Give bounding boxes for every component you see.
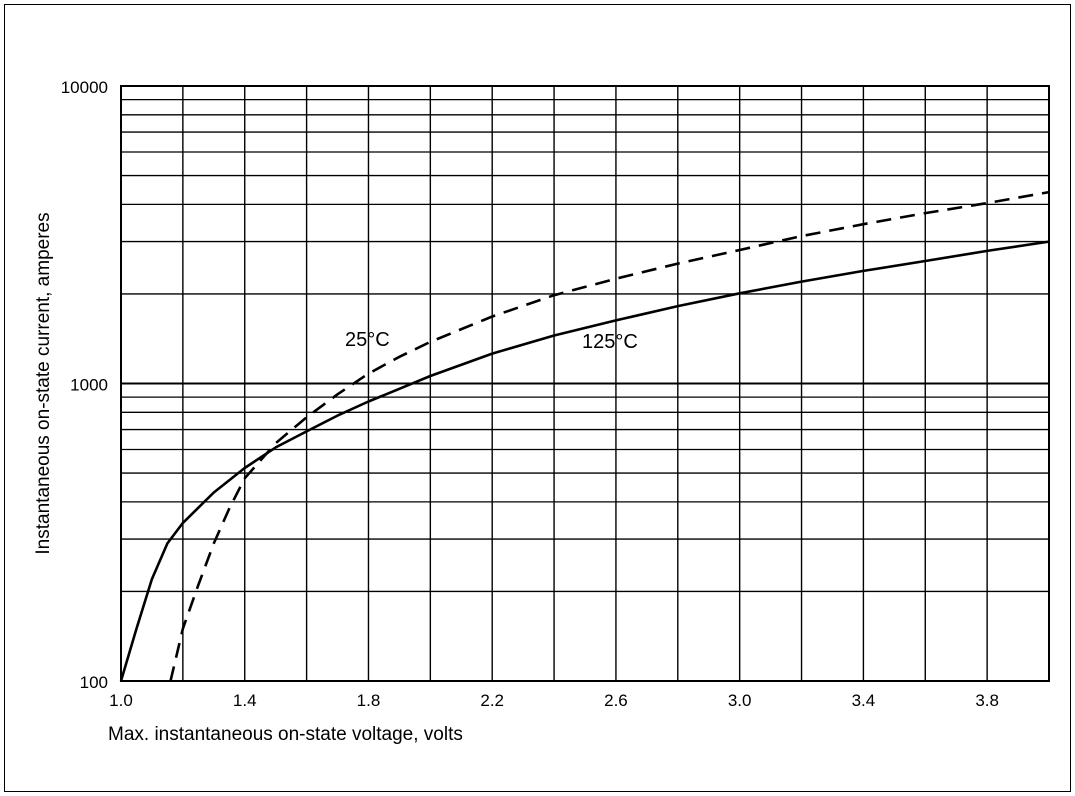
x-tick-label: 3.4 bbox=[852, 691, 876, 710]
x-axis-label: Max. instantaneous on-state voltage, vol… bbox=[108, 724, 463, 745]
series-layer bbox=[121, 192, 1049, 681]
tick-labels: 1.0 1.4 1.8 2.2 2.6 3.0 3.4 3.8 100 1000 10000 bbox=[61, 78, 999, 710]
x-tick-label: 3.8 bbox=[975, 691, 999, 710]
x-tick-label: 1.4 bbox=[233, 691, 257, 710]
y-tick-label: 100 bbox=[80, 673, 108, 692]
x-tick-label: 1.0 bbox=[109, 691, 133, 710]
y-tick-label: 10000 bbox=[61, 78, 108, 97]
x-tick-label: 2.6 bbox=[604, 691, 628, 710]
x-tick-label: 3.0 bbox=[728, 691, 752, 710]
series-line-25c bbox=[171, 192, 1050, 681]
x-tick-label: 2.2 bbox=[480, 691, 504, 710]
series-line-125c bbox=[121, 242, 1049, 681]
y-axis-label: Instantaneous on-state current, amperes bbox=[33, 212, 54, 554]
x-tick-label: 1.8 bbox=[357, 691, 381, 710]
y-tick-label: 1000 bbox=[70, 376, 108, 395]
series-label-25c: 25°C bbox=[345, 329, 390, 351]
grid bbox=[121, 86, 1049, 681]
series-label-125c: 125°C bbox=[582, 331, 638, 353]
